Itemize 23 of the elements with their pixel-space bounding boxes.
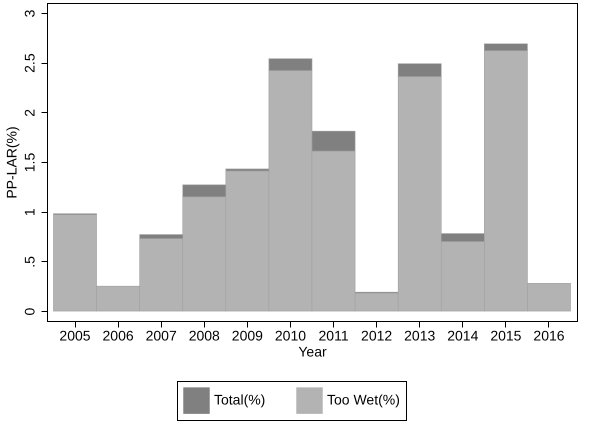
y-tick-label: .5: [22, 256, 38, 268]
x-tick-label: 2009: [232, 328, 264, 344]
y-tick-label: 2: [22, 108, 38, 117]
y-tick-label: 1: [22, 208, 38, 216]
x-tick-label: 2007: [146, 328, 177, 344]
y-tick-label: 0: [22, 307, 38, 316]
legend-label: Total(%): [214, 392, 266, 408]
x-tick-label: 2016: [533, 328, 565, 344]
y-axis-title: PP-LAR(%): [4, 126, 20, 199]
x-tick-label: 2006: [102, 328, 134, 344]
x-tick-label: 2008: [188, 328, 220, 344]
x-tick-label: 2015: [490, 328, 522, 344]
x-tick-label: 2014: [447, 328, 479, 344]
y-tick-label: 1.5: [22, 152, 38, 172]
x-axis-title: Year: [298, 344, 327, 360]
x-tick-label: 2005: [59, 328, 91, 344]
legend-label: Too Wet(%): [327, 392, 400, 408]
x-tick-label: 2012: [361, 328, 392, 344]
y-tick-label: 3: [22, 9, 38, 18]
x-tick-label: 2010: [274, 328, 306, 344]
x-tick-label: 2011: [318, 328, 349, 344]
y-tick-label: 2.5: [22, 53, 38, 73]
x-tick-label: 2013: [404, 328, 436, 344]
